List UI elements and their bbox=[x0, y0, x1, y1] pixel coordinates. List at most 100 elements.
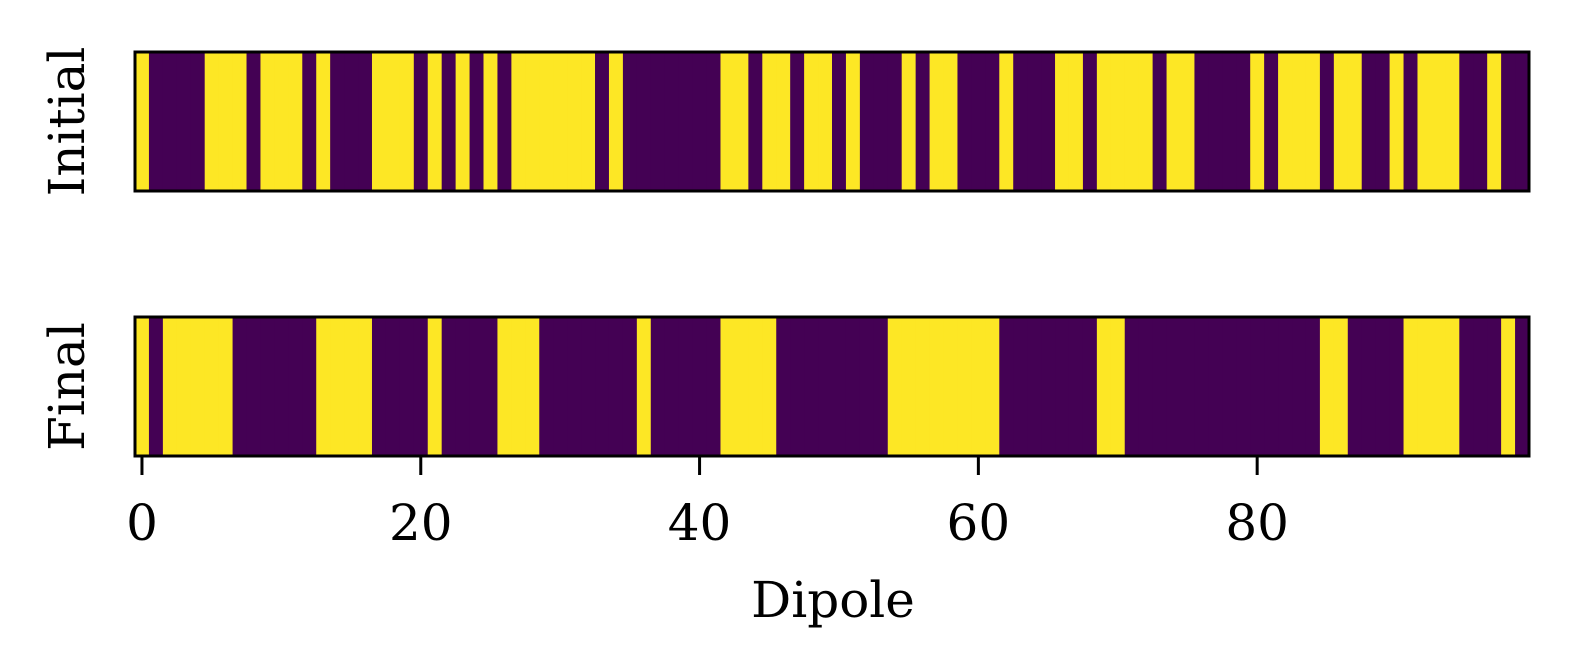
heatmap-cell bbox=[748, 317, 763, 456]
y-axis-label: Initial bbox=[38, 47, 96, 197]
heatmap-cell bbox=[567, 52, 582, 191]
heatmap-cell bbox=[483, 52, 499, 191]
heatmap-cell bbox=[1473, 317, 1488, 456]
heatmap-cell bbox=[999, 317, 1014, 456]
heatmap-cell bbox=[1264, 317, 1279, 456]
heatmap-cell bbox=[720, 52, 736, 191]
heatmap-cell bbox=[1389, 52, 1405, 191]
heatmap-cell bbox=[358, 317, 373, 456]
heatmap-cell bbox=[901, 52, 917, 191]
x-tick-label: 40 bbox=[668, 494, 732, 552]
heatmap-cell bbox=[316, 52, 331, 191]
heatmap-cell bbox=[1333, 317, 1349, 456]
heatmap-cell bbox=[1138, 52, 1154, 191]
heatmap-cell bbox=[706, 317, 722, 456]
heatmap-cell bbox=[804, 317, 819, 456]
heatmap-cell bbox=[1041, 317, 1056, 456]
panel-frame bbox=[133, 315, 1531, 458]
heatmap-cell bbox=[678, 52, 694, 191]
heatmap-cell bbox=[985, 52, 1000, 191]
heatmap-cell bbox=[497, 317, 512, 456]
heatmap-cell bbox=[218, 52, 234, 191]
heatmap-cell bbox=[246, 317, 262, 456]
heatmap-cell bbox=[734, 52, 749, 191]
heatmap-cell bbox=[595, 317, 610, 456]
heatmap-cell bbox=[1222, 317, 1237, 456]
heatmap-cell bbox=[1333, 52, 1349, 191]
heatmap-cell bbox=[330, 317, 345, 456]
heatmap-cell bbox=[845, 52, 861, 191]
heatmap-cell bbox=[1166, 52, 1182, 191]
heatmap-cell bbox=[957, 317, 972, 456]
heatmap-cell bbox=[859, 52, 875, 191]
heatmap-cell bbox=[1138, 317, 1154, 456]
heatmap-cell bbox=[1361, 317, 1377, 456]
heatmap-cell bbox=[1110, 52, 1126, 191]
heatmap-cell bbox=[818, 52, 833, 191]
heatmap-cell bbox=[1501, 317, 1516, 456]
heatmap-cell bbox=[1431, 317, 1446, 456]
heatmap-cell bbox=[1417, 52, 1433, 191]
heatmap-cell bbox=[636, 52, 652, 191]
heatmap-cell bbox=[316, 317, 331, 456]
heatmap-cell bbox=[135, 317, 150, 456]
heatmap-cell bbox=[399, 52, 415, 191]
heatmap-cell bbox=[288, 317, 303, 456]
heatmap-cell bbox=[1236, 52, 1251, 191]
heatmap-cell bbox=[344, 52, 359, 191]
y-axis-label: Final bbox=[38, 322, 96, 451]
heatmap-cell bbox=[288, 52, 303, 191]
heatmap-cell bbox=[929, 52, 945, 191]
heatmap-cell bbox=[1068, 317, 1084, 456]
heatmap-cell bbox=[873, 52, 889, 191]
heatmap-cell bbox=[553, 52, 568, 191]
heatmap-cell bbox=[260, 317, 275, 456]
heatmap-cell bbox=[344, 317, 359, 456]
heatmap-cell bbox=[539, 52, 554, 191]
heatmap-cell bbox=[385, 52, 401, 191]
heatmap-cell bbox=[483, 317, 499, 456]
heatmap-cell bbox=[608, 317, 624, 456]
heatmap-cell bbox=[762, 317, 777, 456]
heatmap-cell bbox=[1515, 317, 1530, 456]
heatmap-cell bbox=[929, 317, 945, 456]
heatmap-cell bbox=[148, 317, 164, 456]
heatmap-cell bbox=[957, 52, 972, 191]
heatmap-cell bbox=[1292, 52, 1307, 191]
heatmap-cell bbox=[832, 52, 847, 191]
heatmap-cell bbox=[762, 52, 777, 191]
heatmap-cell bbox=[441, 317, 457, 456]
heatmap-cell bbox=[622, 317, 638, 456]
heatmap-cell bbox=[1403, 52, 1419, 191]
heatmap-cell bbox=[943, 317, 959, 456]
heatmap-cell bbox=[692, 317, 708, 456]
heatmap-cell bbox=[148, 52, 164, 191]
heatmap-cell bbox=[1250, 52, 1265, 191]
heatmap-cell bbox=[190, 317, 206, 456]
heatmap-cell bbox=[1027, 317, 1042, 456]
heatmap-cell bbox=[1068, 52, 1084, 191]
heatmap-cell bbox=[511, 52, 526, 191]
heatmap-cell bbox=[302, 52, 317, 191]
heatmap-cell bbox=[1375, 317, 1391, 456]
heatmap-cell bbox=[1194, 52, 1209, 191]
heatmap-cell bbox=[1041, 52, 1056, 191]
heatmap-cell bbox=[1445, 52, 1460, 191]
heatmap-cell bbox=[1459, 317, 1474, 456]
heatmap-cell bbox=[455, 317, 471, 456]
heatmap-cell bbox=[818, 317, 833, 456]
heatmap-cell bbox=[525, 317, 540, 456]
heatmap-cell bbox=[1152, 317, 1168, 456]
heatmap-cell bbox=[1208, 317, 1223, 456]
heatmap-cell bbox=[176, 317, 192, 456]
heatmap-cell bbox=[218, 317, 234, 456]
heatmap-cell bbox=[1222, 52, 1237, 191]
heatmap-cell bbox=[469, 317, 485, 456]
heatmap-cell bbox=[1501, 52, 1516, 191]
heatmap-cell bbox=[1403, 317, 1419, 456]
heatmap-cell bbox=[776, 317, 791, 456]
heatmap-cell bbox=[190, 52, 206, 191]
heatmap-cell bbox=[1180, 52, 1196, 191]
heatmap-cell bbox=[790, 317, 805, 456]
